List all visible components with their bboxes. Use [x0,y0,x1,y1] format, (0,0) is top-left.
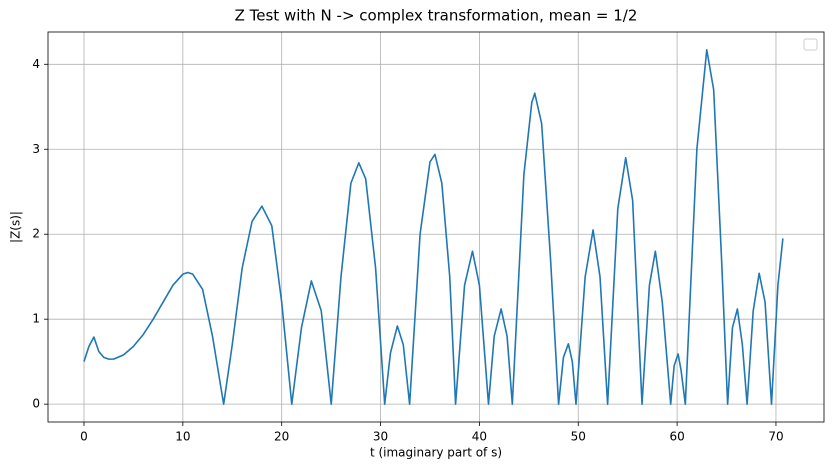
legend-box [803,38,818,51]
y-tick-label: 0 [32,397,40,411]
plot-frame [47,31,825,423]
x-tick-label: 50 [571,430,586,444]
x-tick-label: 0 [80,430,88,444]
x-tick-label: 70 [768,430,783,444]
x-tick-label: 40 [472,430,487,444]
y-tick-label: 3 [32,142,40,156]
chart-title: Z Test with N -> complex transformation,… [235,7,638,25]
x-tick-label: 60 [669,430,684,444]
y-tick-label: 2 [32,227,40,241]
x-tick-label: 30 [373,430,388,444]
data-line [83,49,784,405]
x-tick-label: 10 [175,430,190,444]
y-tick-label: 4 [32,57,40,71]
x-axis-label: t (imaginary part of s) [370,446,502,460]
y-axis-label: |Z(s)| [9,211,23,243]
x-tick-label: 20 [274,430,289,444]
y-tick-label: 1 [32,312,40,326]
